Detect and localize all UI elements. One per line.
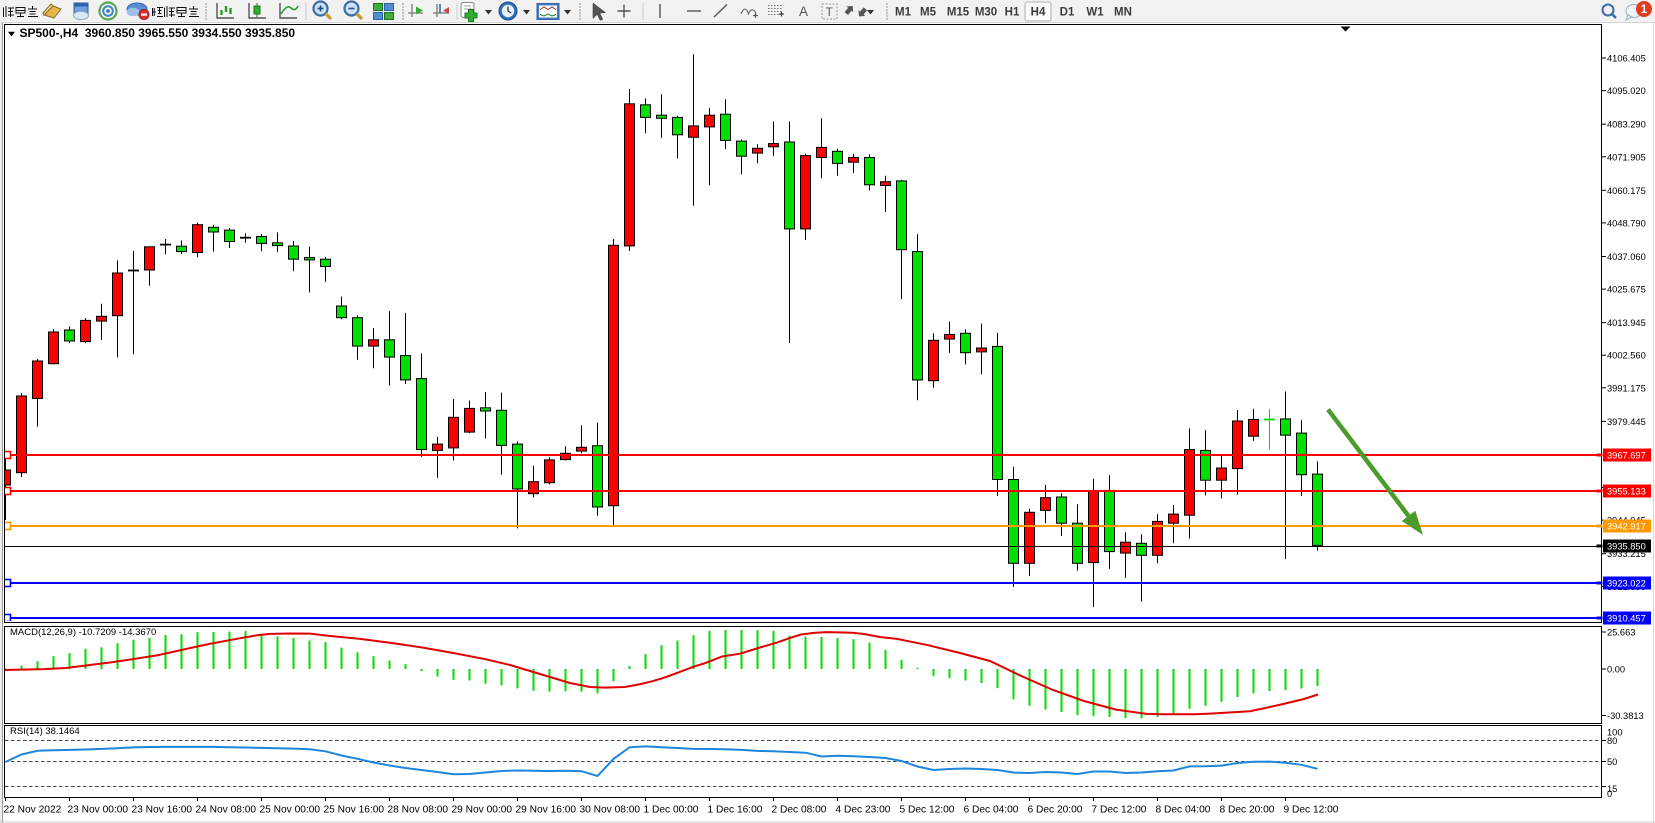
svg-text:3935.850: 3935.850: [1607, 542, 1646, 552]
svg-text:3991.175: 3991.175: [1607, 383, 1646, 393]
svg-text:4 Dec 23:00: 4 Dec 23:00: [836, 805, 891, 816]
svg-text:4106.405: 4106.405: [1607, 54, 1646, 64]
svg-text:100: 100: [1607, 728, 1623, 738]
svg-text:M1: M1: [895, 7, 912, 19]
svg-text:4025.675: 4025.675: [1607, 285, 1646, 295]
svg-text:23 Nov 16:00: 23 Nov 16:00: [132, 805, 193, 816]
svg-text:25 Nov 16:00: 25 Nov 16:00: [324, 805, 385, 816]
svg-text:1: 1: [1641, 2, 1648, 16]
svg-text:24 Nov 08:00: 24 Nov 08:00: [196, 805, 257, 816]
svg-text:3979.445: 3979.445: [1607, 417, 1646, 427]
svg-text:8 Dec 20:00: 8 Dec 20:00: [1220, 805, 1275, 816]
svg-text:MACD(12,26,9) -10.7209 -14.367: MACD(12,26,9) -10.7209 -14.3670: [10, 627, 156, 638]
svg-text:8 Dec 04:00: 8 Dec 04:00: [1156, 805, 1211, 816]
svg-text:4002.560: 4002.560: [1607, 351, 1646, 361]
svg-text:28 Nov 08:00: 28 Nov 08:00: [388, 805, 449, 816]
svg-text:80: 80: [1607, 736, 1617, 746]
svg-text:0.00: 0.00: [1607, 665, 1625, 675]
svg-text:29 Nov 00:00: 29 Nov 00:00: [452, 805, 513, 816]
svg-text:3967.697: 3967.697: [1607, 451, 1646, 461]
svg-text:1 Dec 00:00: 1 Dec 00:00: [644, 805, 699, 816]
svg-text:W1: W1: [1086, 7, 1104, 19]
svg-text:A: A: [799, 4, 808, 19]
svg-text:H4: H4: [1031, 7, 1046, 19]
svg-text:D1: D1: [1060, 7, 1075, 19]
svg-text:4095.020: 4095.020: [1607, 86, 1646, 96]
svg-text:6 Dec 04:00: 6 Dec 04:00: [964, 805, 1019, 816]
svg-text:MN: MN: [1114, 7, 1132, 19]
svg-text:3942.917: 3942.917: [1607, 522, 1646, 532]
svg-text:50: 50: [1607, 757, 1617, 767]
svg-text:15: 15: [1607, 784, 1617, 794]
svg-text:29 Nov 16:00: 29 Nov 16:00: [516, 805, 577, 816]
svg-text:25 Nov 00:00: 25 Nov 00:00: [260, 805, 321, 816]
svg-text:3933.215: 3933.215: [1607, 549, 1646, 559]
svg-text:4013.945: 4013.945: [1607, 318, 1646, 328]
svg-text:3910.457: 3910.457: [1607, 614, 1646, 624]
svg-text:-30.3813: -30.3813: [1607, 711, 1644, 721]
svg-text:H1: H1: [1005, 7, 1020, 19]
svg-text:0: 0: [1607, 789, 1612, 799]
svg-text:M5: M5: [920, 7, 937, 19]
svg-text:23 Nov 00:00: 23 Nov 00:00: [68, 805, 129, 816]
svg-text:6 Dec 20:00: 6 Dec 20:00: [1028, 805, 1083, 816]
svg-text:7 Dec 12:00: 7 Dec 12:00: [1092, 805, 1147, 816]
svg-text:SP500-,H4 3960.850 3965.550 3: SP500-,H4 3960.850 3965.550 3934.550 393…: [20, 26, 296, 40]
svg-text:4037.060: 4037.060: [1607, 252, 1646, 262]
svg-text:2 Dec 08:00: 2 Dec 08:00: [772, 805, 827, 816]
svg-text:3955.133: 3955.133: [1607, 487, 1646, 497]
svg-text:4048.790: 4048.790: [1607, 218, 1646, 228]
svg-text:22 Nov 2022: 22 Nov 2022: [4, 805, 62, 816]
svg-text:T: T: [826, 7, 833, 19]
svg-text:4071.905: 4071.905: [1607, 152, 1646, 162]
svg-text:M15: M15: [947, 7, 970, 19]
svg-text:M30: M30: [975, 7, 997, 19]
svg-text:9 Dec 12:00: 9 Dec 12:00: [1284, 805, 1339, 816]
svg-text:RSI(14) 38.1464: RSI(14) 38.1464: [10, 726, 80, 737]
svg-text:5 Dec 12:00: 5 Dec 12:00: [900, 805, 955, 816]
svg-text:3923.022: 3923.022: [1607, 579, 1646, 589]
svg-text:4083.290: 4083.290: [1607, 120, 1646, 130]
svg-text:25.663: 25.663: [1607, 628, 1635, 638]
svg-text:1 Dec 16:00: 1 Dec 16:00: [708, 805, 763, 816]
svg-text:30 Nov 08:00: 30 Nov 08:00: [580, 805, 641, 816]
svg-text:4060.175: 4060.175: [1607, 186, 1646, 196]
